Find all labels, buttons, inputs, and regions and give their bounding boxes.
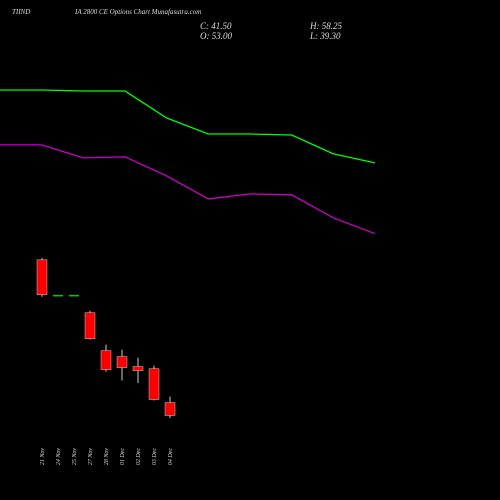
candle-body	[132, 366, 144, 371]
moving-average-line	[0, 89, 376, 164]
x-tick-label: 02 Dec	[136, 448, 142, 465]
chart-subtitle: IA 2800 CE Options Chart Munafasutra.com	[74, 8, 201, 16]
x-tick-label: 03 Dec	[152, 448, 158, 465]
candle-body	[148, 368, 160, 400]
moving-average-line	[0, 144, 376, 235]
x-tick-label: 28 Nov	[104, 448, 110, 466]
candle-body	[100, 350, 112, 370]
x-tick-label: 25 Nov	[72, 448, 78, 466]
chart-title: TIIND	[12, 8, 30, 16]
candle-body	[36, 259, 48, 295]
candle-body	[84, 312, 96, 339]
x-tick-label: 24 Nov	[55, 448, 62, 466]
x-tick-label: 21 Nov	[40, 448, 46, 466]
candle-body	[164, 402, 176, 416]
high-label: H: 58.25	[309, 21, 342, 31]
x-tick-label: 04 Dec	[167, 448, 174, 465]
close-label: C: 41.50	[200, 21, 232, 31]
low-label: L: 39.30	[309, 31, 341, 41]
open-label: O: 53.00	[200, 31, 232, 41]
x-tick-label: 01 Dec	[120, 448, 126, 465]
candle-body	[116, 356, 128, 368]
x-tick-label: 27 Nov	[88, 448, 94, 466]
